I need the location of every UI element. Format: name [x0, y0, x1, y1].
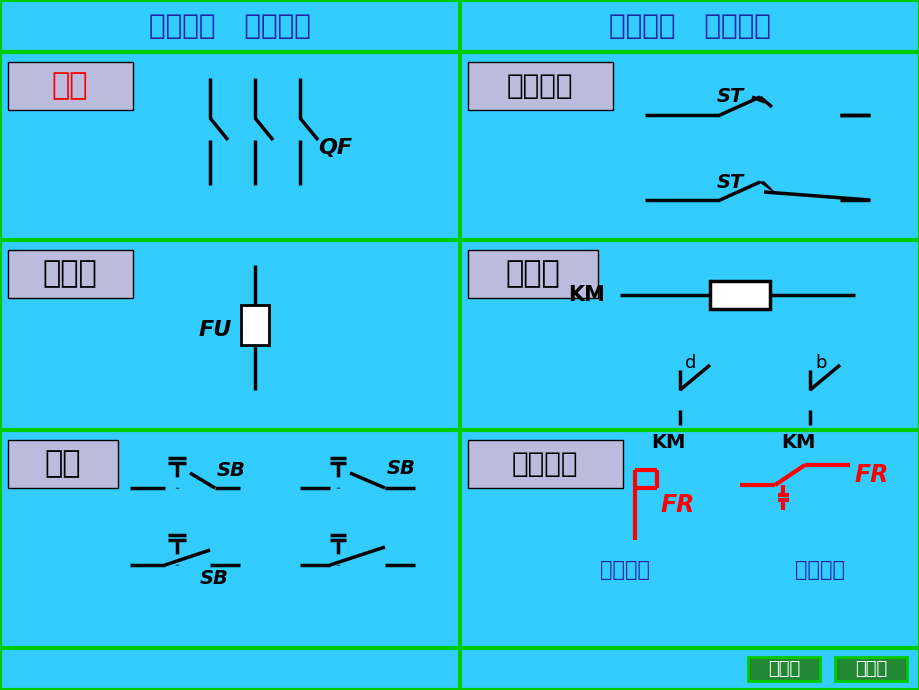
Text: 限位开关: 限位开关: [506, 72, 573, 100]
Text: KM: KM: [780, 433, 814, 452]
Bar: [8, 62, 133, 110]
Text: FR: FR: [660, 493, 695, 517]
Bar: [468, 62, 612, 110]
Text: 上一页: 上一页: [767, 660, 800, 678]
Text: SB: SB: [217, 460, 245, 480]
Bar: [241, 305, 268, 345]
Text: 常闭触头: 常闭触头: [794, 560, 844, 580]
Text: 电器名称   电路符号: 电器名称 电路符号: [608, 12, 770, 40]
Text: 熔断器: 熔断器: [42, 259, 97, 288]
Text: ST: ST: [716, 88, 743, 106]
Text: QF: QF: [318, 138, 352, 158]
Text: SB: SB: [387, 458, 415, 477]
Text: 电器名称   电路符号: 电器名称 电路符号: [149, 12, 311, 40]
Bar: [747, 657, 819, 681]
Text: 按钮: 按钮: [45, 449, 81, 478]
Polygon shape: [759, 182, 773, 192]
Text: KM: KM: [568, 285, 605, 305]
Text: 下一页: 下一页: [854, 660, 886, 678]
Text: SB: SB: [199, 569, 229, 589]
Bar: [468, 440, 622, 488]
Text: KM: KM: [650, 433, 685, 452]
Text: 接触器: 接触器: [505, 259, 560, 288]
Text: 热继电器: 热继电器: [511, 450, 578, 478]
Text: 空开: 空开: [51, 72, 88, 101]
Bar: [8, 440, 118, 488]
Text: FU: FU: [199, 320, 232, 340]
Bar: [468, 250, 597, 298]
Bar: [834, 657, 906, 681]
Text: d: d: [685, 354, 696, 372]
Bar: [8, 250, 133, 298]
Bar: [709, 281, 769, 309]
Text: FR: FR: [854, 463, 889, 487]
Text: ST: ST: [716, 172, 743, 192]
Text: b: b: [814, 354, 825, 372]
Text: 发热元件: 发热元件: [599, 560, 650, 580]
